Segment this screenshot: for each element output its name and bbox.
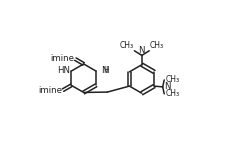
- Text: HN: HN: [58, 66, 70, 75]
- Text: CH₃: CH₃: [166, 75, 180, 84]
- Text: CH₃: CH₃: [120, 41, 134, 50]
- Text: N: N: [165, 82, 171, 91]
- Text: CH₃: CH₃: [166, 89, 180, 98]
- Text: CH₃: CH₃: [150, 41, 164, 50]
- Text: N: N: [139, 46, 145, 55]
- Text: H: H: [103, 66, 109, 75]
- Text: imine: imine: [38, 86, 62, 95]
- Text: imine: imine: [51, 54, 75, 64]
- Text: N: N: [101, 66, 107, 75]
